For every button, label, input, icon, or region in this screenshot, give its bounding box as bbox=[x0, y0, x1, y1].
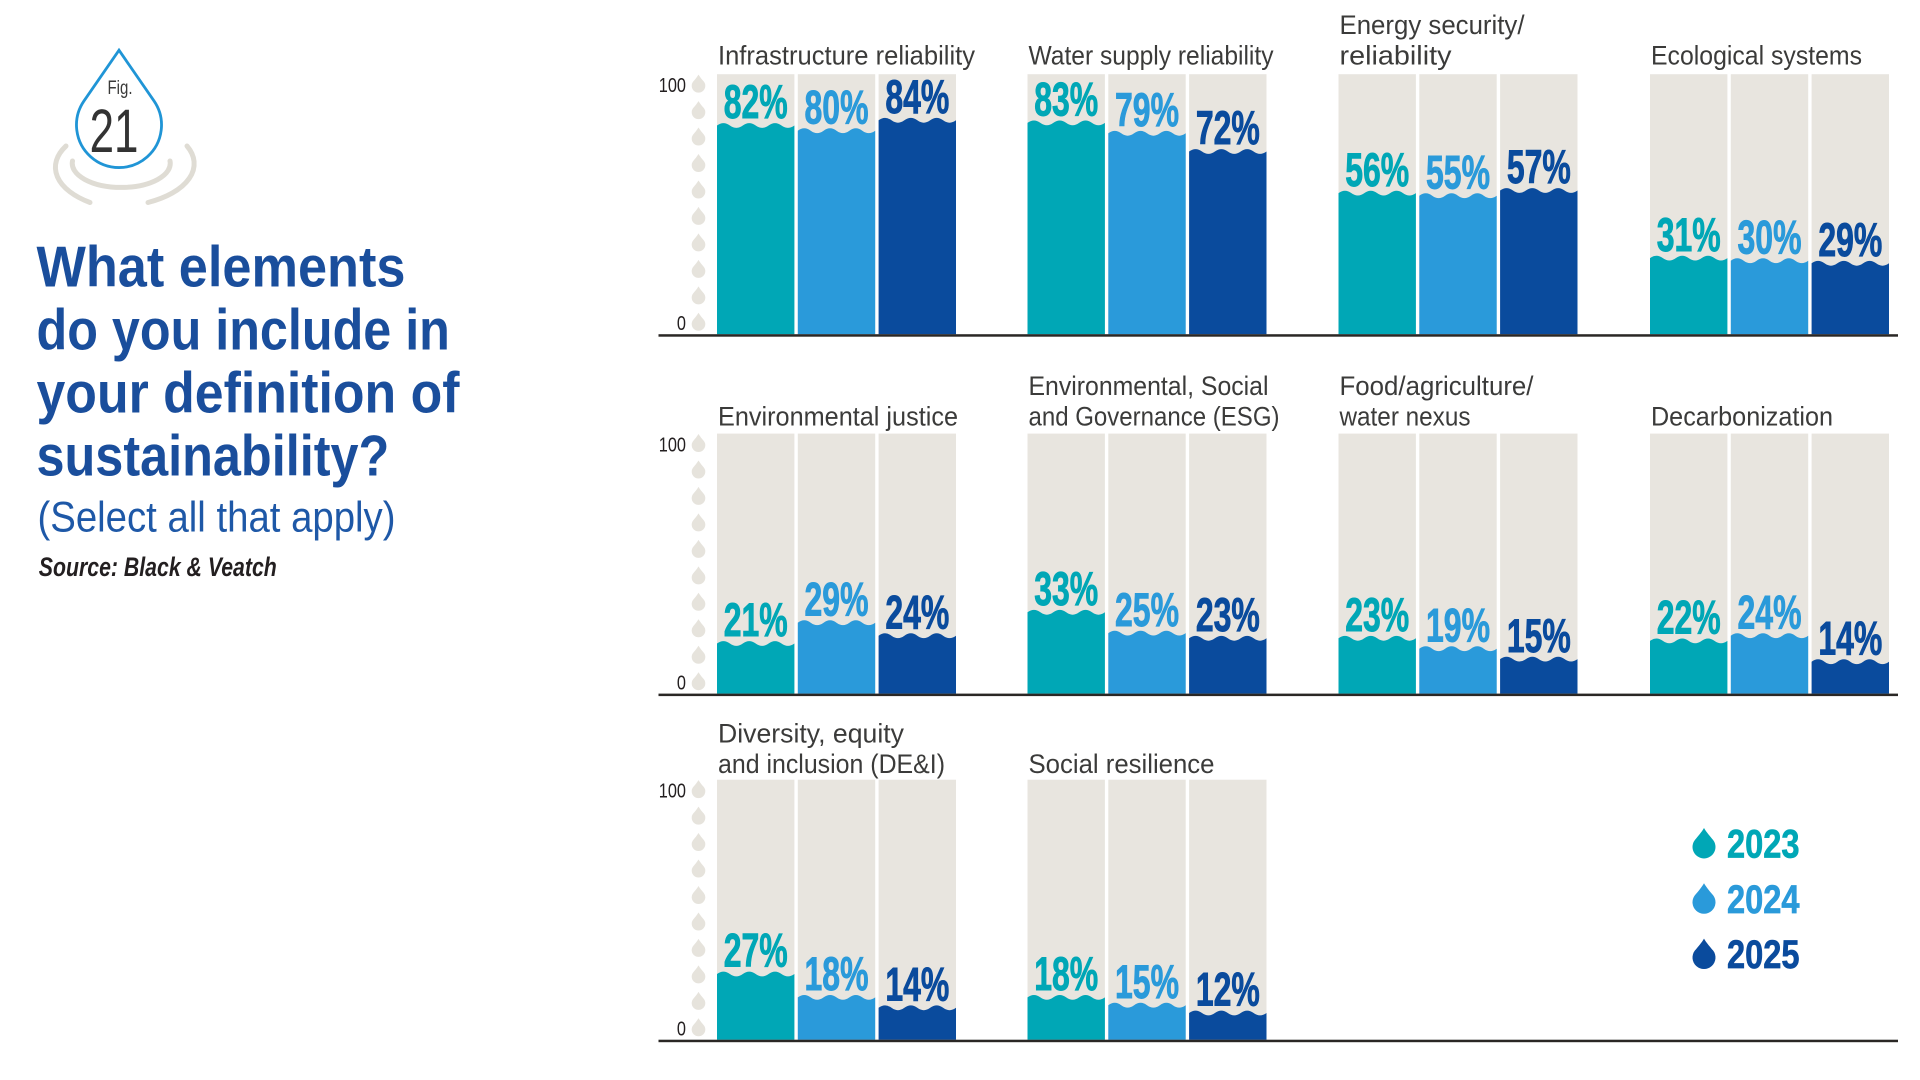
svg-text:15%: 15% bbox=[1115, 956, 1179, 1009]
svg-text:Environmental justice: Environmental justice bbox=[718, 402, 958, 432]
svg-text:56%: 56% bbox=[1345, 144, 1409, 197]
svg-text:What elements: What elements bbox=[37, 236, 406, 300]
svg-text:and Governance (ESG): and Governance (ESG) bbox=[1029, 402, 1280, 432]
svg-text:Environmental, Social: Environmental, Social bbox=[1029, 371, 1269, 401]
svg-text:14%: 14% bbox=[885, 958, 949, 1011]
svg-text:Infrastructure reliability: Infrastructure reliability bbox=[718, 41, 976, 71]
svg-text:82%: 82% bbox=[724, 76, 788, 129]
svg-text:(Select all that apply): (Select all that apply) bbox=[38, 493, 396, 541]
svg-text:24%: 24% bbox=[885, 586, 949, 639]
svg-text:Source: Black & Veatch: Source: Black & Veatch bbox=[39, 552, 277, 582]
svg-text:22%: 22% bbox=[1657, 591, 1721, 644]
svg-text:12%: 12% bbox=[1196, 964, 1260, 1017]
svg-text:23%: 23% bbox=[1345, 589, 1409, 642]
svg-text:2024: 2024 bbox=[1727, 877, 1800, 922]
svg-text:21%: 21% bbox=[724, 594, 788, 647]
svg-text:and inclusion (DE&I): and inclusion (DE&I) bbox=[718, 749, 945, 779]
svg-text:water nexus: water nexus bbox=[1339, 402, 1471, 432]
svg-text:Social resilience: Social resilience bbox=[1029, 749, 1215, 779]
svg-text:33%: 33% bbox=[1034, 563, 1098, 616]
svg-text:30%: 30% bbox=[1738, 211, 1802, 264]
svg-text:80%: 80% bbox=[805, 81, 869, 134]
svg-text:21: 21 bbox=[90, 98, 139, 166]
svg-text:31%: 31% bbox=[1657, 209, 1721, 262]
svg-text:25%: 25% bbox=[1115, 584, 1179, 637]
svg-text:83%: 83% bbox=[1034, 73, 1098, 126]
svg-text:29%: 29% bbox=[805, 573, 869, 626]
svg-text:sustainability?: sustainability? bbox=[37, 425, 390, 489]
svg-text:24%: 24% bbox=[1738, 586, 1802, 639]
svg-text:Food/agriculture/: Food/agriculture/ bbox=[1340, 371, 1535, 401]
svg-text:14%: 14% bbox=[1818, 612, 1882, 665]
svg-text:do you include in: do you include in bbox=[37, 299, 450, 363]
svg-text:Decarbonization: Decarbonization bbox=[1651, 402, 1833, 432]
svg-text:100: 100 bbox=[659, 779, 686, 802]
svg-text:19%: 19% bbox=[1426, 599, 1490, 652]
svg-text:100: 100 bbox=[659, 433, 686, 456]
svg-text:your definition of: your definition of bbox=[37, 362, 461, 426]
svg-text:18%: 18% bbox=[1034, 948, 1098, 1001]
svg-text:reliability: reliability bbox=[1340, 41, 1453, 71]
svg-text:Water supply reliability: Water supply reliability bbox=[1029, 41, 1275, 71]
svg-text:100: 100 bbox=[659, 74, 686, 97]
svg-text:27%: 27% bbox=[724, 925, 788, 978]
svg-text:57%: 57% bbox=[1507, 141, 1571, 194]
svg-text:0: 0 bbox=[677, 671, 686, 694]
svg-text:84%: 84% bbox=[885, 71, 949, 124]
svg-text:55%: 55% bbox=[1426, 146, 1490, 199]
svg-text:15%: 15% bbox=[1507, 610, 1571, 663]
svg-text:79%: 79% bbox=[1115, 84, 1179, 137]
svg-text:2025: 2025 bbox=[1727, 932, 1799, 977]
svg-text:Ecological systems: Ecological systems bbox=[1651, 41, 1862, 71]
svg-text:29%: 29% bbox=[1818, 214, 1882, 267]
svg-text:18%: 18% bbox=[805, 948, 869, 1001]
svg-text:0: 0 bbox=[677, 1017, 686, 1040]
svg-text:72%: 72% bbox=[1196, 102, 1260, 155]
svg-text:0: 0 bbox=[677, 312, 686, 335]
svg-text:Energy security/: Energy security/ bbox=[1340, 10, 1526, 40]
svg-text:2023: 2023 bbox=[1727, 821, 1799, 866]
svg-text:Fig.: Fig. bbox=[108, 78, 133, 99]
svg-text:23%: 23% bbox=[1196, 589, 1260, 642]
svg-text:Diversity, equity: Diversity, equity bbox=[718, 718, 905, 748]
